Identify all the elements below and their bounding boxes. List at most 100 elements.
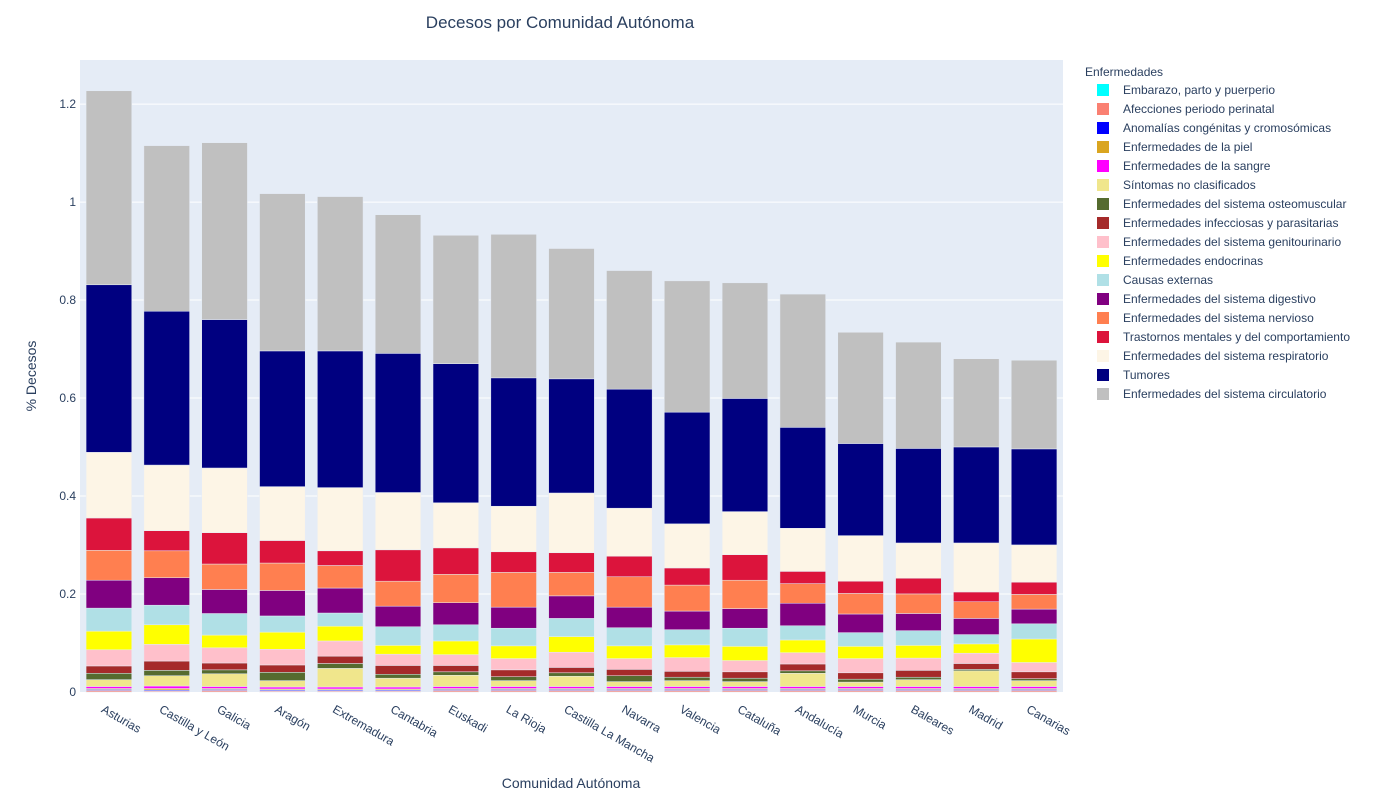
legend-item[interactable]: Enfermedades del sistema osteomuscular: [1097, 197, 1346, 211]
bar-segment[interactable]: Castilla La Mancha — Tumores: 0.233: [548, 378, 595, 494]
bar-segment[interactable]: Castilla y León — Enfermedades del siste…: [143, 644, 190, 662]
bar-segment[interactable]: Andalucía — Enfermedades del sistema cir…: [779, 293, 826, 428]
bar-segment[interactable]: Madrid — Enfermedades infecciosas y para…: [953, 663, 1000, 670]
bar-segment[interactable]: Extremadura — Tumores: 0.279: [317, 350, 364, 488]
bar-segment[interactable]: Aragón — Trastornos mentales y del compo…: [259, 540, 306, 564]
bar-segment[interactable]: Navarra — Trastornos mentales y del comp…: [606, 555, 653, 578]
bar-segment[interactable]: La Rioja — Enfermedades infecciosas y pa…: [490, 669, 537, 677]
bar-segment[interactable]: Castilla La Mancha — Enfermedades infecc…: [548, 667, 595, 674]
bar-segment[interactable]: Galicia — Enfermedades del sistema circu…: [201, 142, 248, 320]
bar-segment[interactable]: Extremadura — Enfermedades del sistema c…: [317, 196, 364, 352]
bar-segment[interactable]: Aragón — Enfermedades del sistema osteom…: [259, 672, 306, 681]
bar-segment[interactable]: Galicia — Tumores: 0.303: [201, 319, 248, 469]
legend-item[interactable]: Tumores: [1097, 368, 1170, 382]
bar-segment[interactable]: Cantabria — Síntomas no clasificados: 0.…: [374, 677, 422, 688]
bar-segment[interactable]: Castilla La Mancha — Enfermedades del si…: [548, 651, 595, 668]
bar-segment[interactable]: Navarra — Enfermedades del sistema osteo…: [606, 675, 653, 682]
bar-segment[interactable]: Extremadura — Enfermedades endocrinas: 0…: [317, 626, 364, 642]
bar-segment[interactable]: Valencia — Tumores: 0.228: [664, 411, 711, 525]
bar-segment[interactable]: Navarra — Enfermedades del sistema nervi…: [606, 576, 653, 608]
bar-segment[interactable]: Valencia — Enfermedades del sistema dige…: [664, 610, 711, 630]
bar-segment[interactable]: Castilla La Mancha — Enfermedades endocr…: [548, 636, 595, 653]
legend-item[interactable]: Enfermedades del sistema circulatorio: [1097, 387, 1327, 401]
bar-segment[interactable]: Castilla y León — Síntomas no clasificad…: [143, 675, 190, 687]
bar-segment[interactable]: Navarra — Enfermedades del sistema circu…: [606, 270, 653, 390]
bar-segment[interactable]: Cataluña — Enfermedades del sistema circ…: [721, 282, 769, 399]
legend-item[interactable]: Enfermedades del sistema nervioso: [1097, 311, 1314, 325]
bar-segment[interactable]: Cantabria — Enfermedades endocrinas: 0.0…: [374, 645, 422, 655]
bar-segment[interactable]: Navarra — Tumores: 0.243: [606, 388, 653, 509]
bar-segment[interactable]: Cantabria — Enfermedades del sistema cir…: [374, 214, 422, 354]
bar-segment[interactable]: Euskadi — Enfermedades infecciosas y par…: [432, 665, 479, 673]
bar-segment[interactable]: Valencia — Síntomas no clasificados: 0.0…: [664, 680, 711, 687]
bar-segment[interactable]: Canarias — Enfermedades del sistema resp…: [1010, 544, 1058, 583]
bar-segment[interactable]: La Rioja — Enfermedades del sistema circ…: [490, 234, 537, 379]
bar-segment[interactable]: Cataluña — Causas externas: 0.037: [721, 627, 769, 647]
legend-item[interactable]: Enfermedades de la sangre: [1097, 159, 1271, 173]
bar-segment[interactable]: Murcia — Enfermedades endocrinas: 0.025: [837, 646, 884, 659]
bar-segment[interactable]: Galicia — Enfermedades del sistema genit…: [201, 647, 248, 664]
bar-segment[interactable]: Galicia — Enfermedades del sistema osteo…: [201, 669, 248, 675]
bar-segment[interactable]: Aragón — Enfermedades del sistema genito…: [259, 649, 306, 666]
bar-segment[interactable]: Euskadi — Enfermedades del sistema osteo…: [432, 671, 479, 676]
bar-segment[interactable]: Castilla La Mancha — Síntomas no clasifi…: [548, 675, 595, 687]
bar-segment[interactable]: Cataluña — Enfermedades de la sangre: 0.…: [721, 686, 769, 689]
bar-segment[interactable]: Euskadi — Tumores: 0.284: [432, 363, 479, 504]
bar-segment[interactable]: Valencia — Enfermedades del sistema resp…: [664, 523, 711, 569]
bar-segment[interactable]: Murcia — Enfermedades del sistema circul…: [837, 332, 884, 444]
bar-segment[interactable]: Cantabria — Causas externas: 0.038: [374, 626, 422, 646]
bar-segment[interactable]: Madrid — Síntomas no clasificados: 0.032: [953, 670, 1000, 687]
bar-segment[interactable]: Cataluña — Enfermedades del sistema oste…: [721, 677, 769, 682]
bar-segment[interactable]: Andalucía — Enfermedades del sistema gen…: [779, 652, 826, 665]
bar-segment[interactable]: Asturias — Enfermedades de la sangre: 0.…: [85, 686, 133, 689]
bar-segment[interactable]: Castilla y León — Causas externas: 0.04: [143, 604, 190, 626]
bar-segment[interactable]: Cantabria — Enfermedades del sistema gen…: [374, 653, 422, 666]
bar-segment[interactable]: Asturias — Trastornos mentales y del com…: [85, 517, 133, 551]
bar-segment[interactable]: Castilla La Mancha — Enfermedades de la …: [548, 686, 595, 689]
bar-segment[interactable]: Navarra — Causas externas: 0.037: [606, 627, 653, 647]
bar-segment[interactable]: Euskadi — Enfermedades del sistema diges…: [432, 602, 479, 626]
bar-segment[interactable]: Madrid — Tumores: 0.196: [953, 446, 1000, 544]
bar-segment[interactable]: Castilla y León — Tumores: 0.314: [143, 310, 190, 466]
bar-segment[interactable]: Galicia — Enfermedades del sistema nervi…: [201, 563, 248, 590]
bar-segment[interactable]: Euskadi — Síntomas no clasificados: 0.02…: [432, 674, 479, 687]
bar-segment[interactable]: Galicia — Enfermedades endocrinas: 0.026: [201, 634, 248, 649]
bar-segment[interactable]: La Rioja — Tumores: 0.262: [490, 377, 537, 507]
bar-segment[interactable]: Euskadi — Enfermedades del sistema genit…: [432, 654, 479, 666]
bar-segment[interactable]: Castilla La Mancha — Enfermedades del si…: [548, 492, 595, 554]
bar-segment[interactable]: Castilla y León — Enfermedades del siste…: [143, 577, 190, 606]
bar-segment[interactable]: Cataluña — Enfermedades del sistema resp…: [721, 511, 769, 555]
bar-segment[interactable]: Murcia — Causas externas: 0.028: [837, 632, 884, 647]
legend-item[interactable]: Enfermedades del sistema respiratorio: [1097, 349, 1329, 363]
bar-segment[interactable]: Aragón — Enfermedades del sistema nervio…: [259, 562, 306, 591]
bar-segment[interactable]: Madrid — Causas externas: 0.019: [953, 634, 1000, 645]
bar-segment[interactable]: Galicia — Trastornos mentales y del comp…: [201, 532, 248, 565]
bar-segment[interactable]: Cataluña — Trastornos mentales y del com…: [721, 554, 769, 581]
bar-segment[interactable]: Aragón — Enfermedades del sistema circul…: [259, 193, 306, 352]
bar-segment[interactable]: Asturias — Enfermedades del sistema nerv…: [85, 550, 133, 581]
bar-segment[interactable]: Valencia — Trastornos mentales y del com…: [664, 567, 711, 586]
legend-item[interactable]: Anomalías congénitas y cromosómicas: [1097, 121, 1331, 135]
bar-segment[interactable]: Murcia — Enfermedades del sistema respir…: [837, 535, 884, 582]
bar-segment[interactable]: Canarias — Enfermedades de la sangre: 0.…: [1010, 686, 1058, 689]
bar-segment[interactable]: Baleares — Enfermedades endocrinas: 0.02…: [895, 645, 942, 659]
bar-segment[interactable]: Canarias — Enfermedades del sistema geni…: [1010, 662, 1058, 673]
bar-segment[interactable]: La Rioja — Enfermedades del sistema geni…: [490, 658, 537, 671]
bar-segment[interactable]: Baleares — Enfermedades del sistema dige…: [895, 613, 942, 631]
bar-segment[interactable]: Aragón — Tumores: 0.277: [259, 350, 306, 487]
bar-segment[interactable]: Cataluña — Enfermedades del sistema geni…: [721, 660, 769, 673]
bar-segment[interactable]: Cantabria — Enfermedades del sistema ner…: [374, 580, 422, 607]
bar-segment[interactable]: Baleares — Enfermedades del sistema nerv…: [895, 593, 942, 614]
bar-segment[interactable]: Canarias — Síntomas no clasificados: 0.0…: [1010, 680, 1058, 687]
bar-segment[interactable]: Andalucía — Enfermedades del sistema res…: [779, 528, 826, 572]
bar-segment[interactable]: Navarra — Enfermedades de la sangre: 0.0…: [606, 686, 653, 689]
bar-segment[interactable]: Cantabria — Enfermedades de la sangre: 0…: [374, 686, 422, 690]
bar-segment[interactable]: Galicia — Enfermedades del sistema diges…: [201, 589, 248, 614]
bar-segment[interactable]: Castilla y León — Trastornos mentales y …: [143, 530, 190, 552]
bar-segment[interactable]: Extremadura — Enfermedades del sistema g…: [317, 640, 364, 657]
bar-segment[interactable]: Cantabria — Enfermedades del sistema dig…: [374, 605, 422, 627]
bar-segment[interactable]: Baleares — Causas externas: 0.03: [895, 630, 942, 646]
bar-segment[interactable]: Murcia — Síntomas no clasificados: 0.009: [837, 681, 884, 687]
bar-segment[interactable]: Cataluña — Enfermedades endocrinas: 0.02…: [721, 646, 769, 661]
bar-segment[interactable]: Cantabria — Enfermedades del sistema ost…: [374, 674, 422, 679]
